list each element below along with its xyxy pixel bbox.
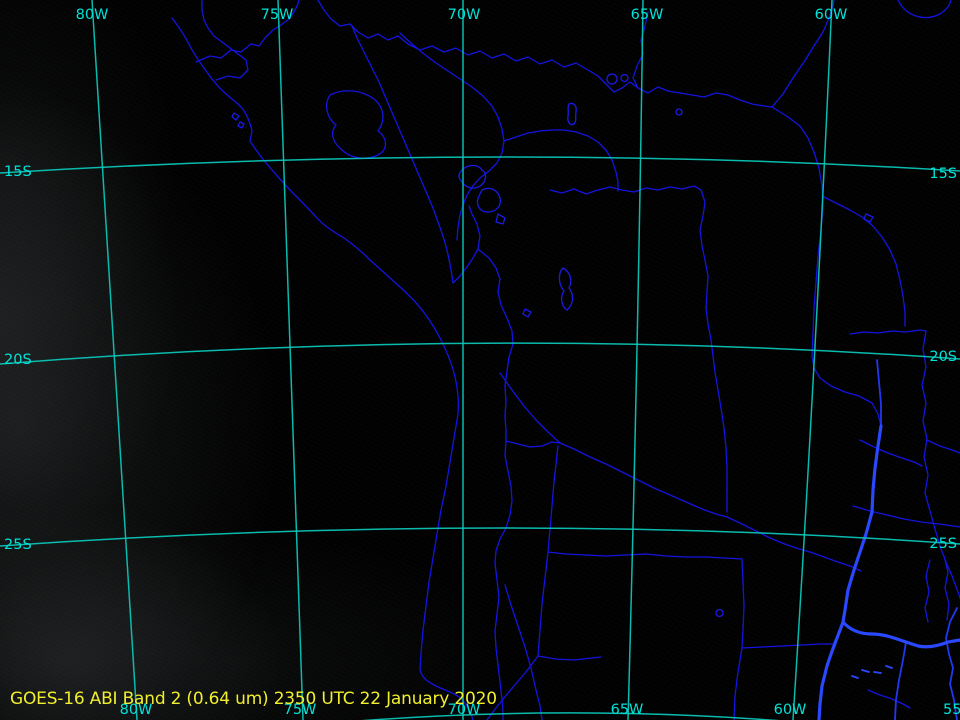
rivers bbox=[817, 359, 960, 720]
parallel-lines bbox=[0, 156, 960, 720]
lon-label-80w-top: 80W bbox=[76, 7, 109, 23]
graticule-labels: 80W 75W 70W 65W 60W 80W 75W 70W 65W 60W … bbox=[4, 7, 960, 718]
lon-label-70w-bottom: 70W bbox=[448, 702, 481, 718]
paraguay-river-upper bbox=[876, 359, 958, 720]
lon-label-65w-bottom: 65W bbox=[611, 702, 644, 718]
lon-label-70w-top: 70W bbox=[448, 7, 481, 23]
lon-label-60w-bottom: 60W bbox=[774, 702, 807, 718]
peru-chile-coastline bbox=[171, 17, 474, 720]
lat-label-20s-left: 20S bbox=[4, 352, 32, 368]
river-islands bbox=[851, 665, 893, 679]
lake-titicaca bbox=[458, 164, 506, 225]
lat-label-20s-right: 20S bbox=[929, 349, 957, 365]
country-borders bbox=[171, 0, 960, 720]
lon-label-80w-bottom: 80W bbox=[120, 702, 153, 718]
paraguay-river-main bbox=[817, 424, 960, 720]
lon-label-65w-top: 65W bbox=[631, 7, 664, 23]
brazil-northeast-borders bbox=[849, 0, 960, 709]
product-annotation: GOES-16 ABI Band 2 (0.64 um) 2350 UTC 22… bbox=[10, 689, 497, 709]
bolivia-borders bbox=[452, 106, 906, 720]
lon-label-60w-top: 60W bbox=[815, 7, 848, 23]
lat-label-15s-left: 15S bbox=[4, 164, 32, 180]
lakes bbox=[231, 73, 874, 618]
lat-label-25s-right: 25S bbox=[929, 536, 957, 552]
lat-label-15s-right: 15S bbox=[929, 166, 957, 182]
small-lakes bbox=[231, 73, 874, 618]
lon-label-75w-bottom: 75W bbox=[284, 702, 317, 718]
argentina-paraguay-borders bbox=[486, 372, 862, 720]
peru-north-border-network bbox=[195, 0, 835, 284]
meridian-lines bbox=[91, 0, 833, 720]
lake-poopo bbox=[522, 267, 574, 318]
lat-label-25s-left: 25S bbox=[4, 537, 32, 553]
lon-label-55w-bottom: 55W bbox=[943, 702, 960, 718]
lon-label-75w-top: 75W bbox=[261, 7, 294, 23]
